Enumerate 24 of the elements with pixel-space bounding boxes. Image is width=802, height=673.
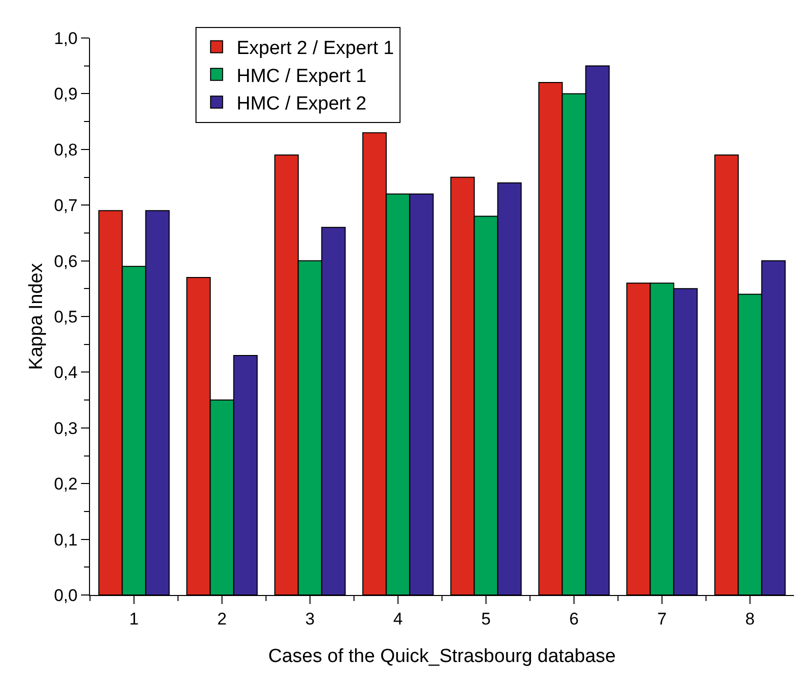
x-tick-label: 7 bbox=[657, 609, 667, 628]
legend-label: HMC / Expert 1 bbox=[236, 66, 366, 87]
legend-label: Expert 2 / Expert 1 bbox=[236, 38, 394, 60]
y-tick-label: 0,8 bbox=[54, 140, 78, 160]
y-tick-label: 0,3 bbox=[54, 418, 78, 438]
x-tick-label: 6 bbox=[569, 609, 579, 628]
y-tick-label: 1,0 bbox=[54, 28, 78, 48]
y-tick-label: 0,1 bbox=[54, 530, 78, 550]
y-tick-label: 0,7 bbox=[54, 196, 78, 216]
legend-label: HMC / Expert 2 bbox=[236, 94, 366, 115]
y-axis-title: Kappa Index bbox=[26, 262, 47, 370]
y-tick-label: 0,4 bbox=[54, 363, 78, 382]
y-tick-label: 0,2 bbox=[54, 474, 78, 494]
x-tick-label: 3 bbox=[305, 609, 315, 628]
y-tick-label: 0,9 bbox=[54, 84, 78, 104]
x-tick-label: 5 bbox=[481, 609, 491, 628]
y-tick-label: 0,5 bbox=[54, 307, 78, 326]
x-axis-title: Cases of the Quick_Strasbourg database bbox=[268, 646, 616, 667]
y-tick-label: 0,6 bbox=[54, 252, 78, 271]
x-tick-label: 8 bbox=[745, 609, 755, 628]
x-tick-label: 4 bbox=[393, 609, 403, 628]
x-tick-label: 1 bbox=[129, 609, 139, 628]
x-tick-label: 2 bbox=[217, 609, 227, 628]
y-tick-label: 0,0 bbox=[54, 586, 78, 605]
